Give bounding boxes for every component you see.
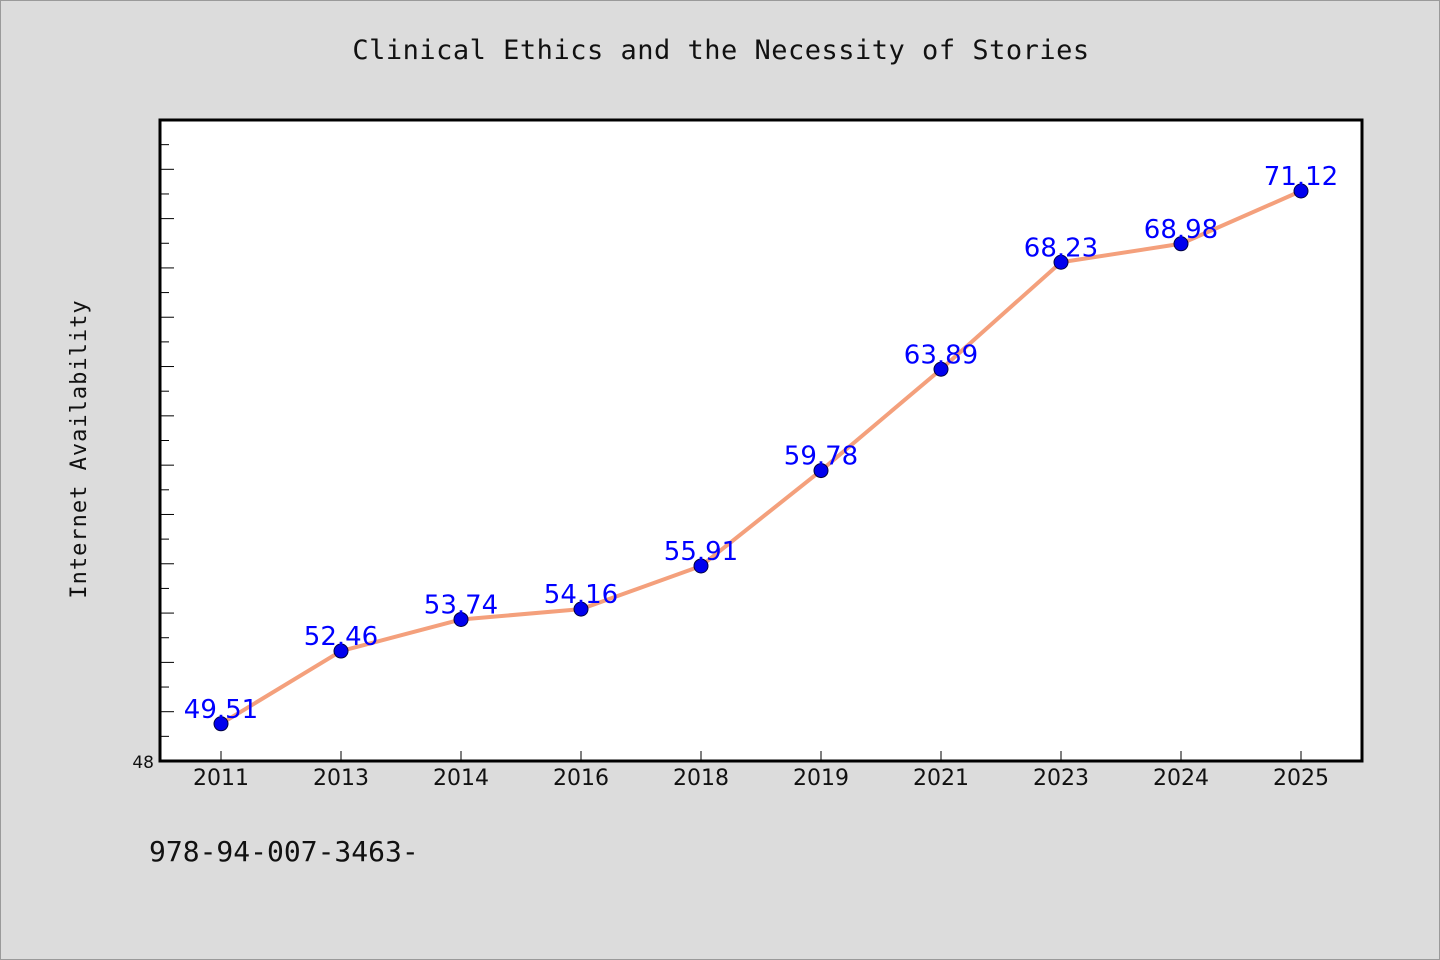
x-tick-label: 2018 xyxy=(673,766,729,791)
data-point xyxy=(333,643,349,659)
x-tick-label: 2023 xyxy=(1033,766,1089,791)
data-point xyxy=(693,558,709,574)
y-tick-label: 48 xyxy=(132,753,154,773)
data-label: 52.46 xyxy=(304,622,378,652)
plot-area xyxy=(158,118,1364,763)
x-tick-label: 2011 xyxy=(193,766,249,791)
x-tick-label: 2013 xyxy=(313,766,369,791)
y-axis-title: Internet Availability xyxy=(67,299,92,598)
data-label: 68.98 xyxy=(1144,215,1218,245)
data-point xyxy=(813,463,829,479)
data-label: 71.12 xyxy=(1264,162,1338,192)
data-point xyxy=(933,361,949,377)
data-label: 68.23 xyxy=(1024,233,1098,263)
data-label: 55.91 xyxy=(664,537,738,567)
data-label: 59.78 xyxy=(784,442,858,472)
series-line xyxy=(219,189,1302,726)
x-tick-label: 2014 xyxy=(433,766,489,791)
data-point xyxy=(1053,254,1069,270)
data-label: 63.89 xyxy=(904,340,978,370)
data-label: 54.16 xyxy=(544,580,618,610)
chart-title: Clinical Ethics and the Necessity of Sto… xyxy=(352,35,1090,66)
x-tick-label: 2025 xyxy=(1273,766,1329,791)
x-axis-ticks: 2011 2013 2014 2016 2018 2019 2021 2023 2024 2025 xyxy=(193,751,1329,791)
data-point xyxy=(1173,236,1189,252)
series-layer xyxy=(213,183,1309,732)
data-label: 53.74 xyxy=(424,590,498,620)
data-labels-layer: 49.51 52.46 53.74 54.16 55.91 59.78 63.89 68.23… xyxy=(184,162,1338,725)
x-tick-label: 2019 xyxy=(793,766,849,791)
data-point xyxy=(213,716,229,732)
data-point xyxy=(1293,183,1309,199)
data-label: 49.51 xyxy=(184,695,258,725)
x-tick-label: 2021 xyxy=(913,766,969,791)
data-point xyxy=(573,601,589,617)
x-tick-label: 2024 xyxy=(1153,766,1209,791)
y-axis-ticks: 48 xyxy=(132,119,174,773)
data-point xyxy=(453,611,469,627)
x-tick-label: 2016 xyxy=(553,766,609,791)
footnote-text: 978-94-007-3463- xyxy=(149,835,419,868)
